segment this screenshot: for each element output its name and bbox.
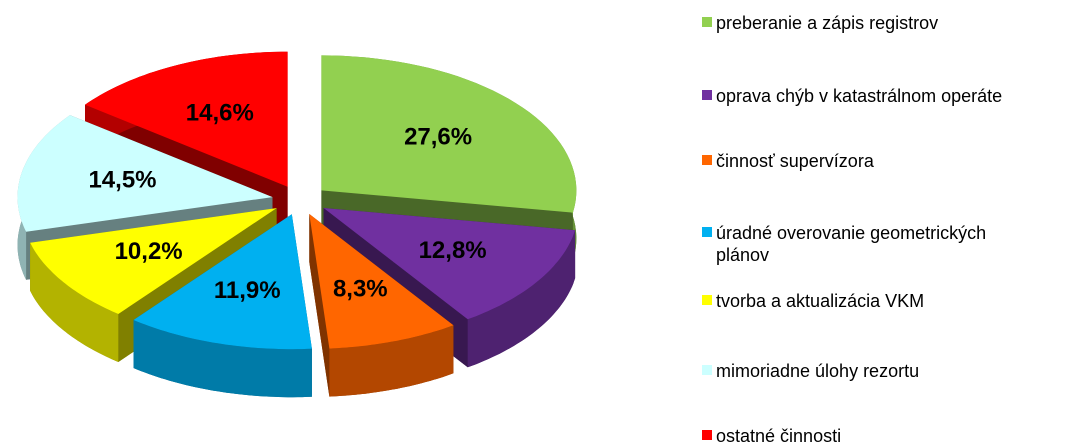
legend-label: mimoriadne úlohy rezortu xyxy=(716,361,920,381)
data-label: 14,5% xyxy=(88,167,156,194)
legend-item: tvorba a aktualizácia VKM xyxy=(702,290,1026,312)
slice-top xyxy=(133,214,312,350)
data-label: 8,3% xyxy=(333,276,388,303)
slice-side xyxy=(133,320,312,398)
legend-swatch xyxy=(702,17,712,27)
data-label: 11,9% xyxy=(214,277,281,304)
legend-item: mimoriadne úlohy rezortu xyxy=(702,360,1026,382)
data-label: 12,8% xyxy=(419,237,487,264)
slice-side xyxy=(329,325,454,397)
legend-label: činnosť supervízora xyxy=(716,151,874,171)
slice-top xyxy=(323,208,576,320)
legend-label: oprava chýb v katastrálnom operáte xyxy=(716,86,1003,106)
slice xyxy=(133,214,312,398)
legend-label: ostatné činnosti xyxy=(716,426,842,446)
legend-item: preberanie a zápis registrov xyxy=(702,12,1026,34)
legend-swatch xyxy=(702,227,712,237)
slice-top xyxy=(30,208,277,314)
legend-swatch xyxy=(702,155,712,165)
data-label: 27,6% xyxy=(404,123,472,150)
legend-swatch xyxy=(702,365,712,375)
legend-item: ostatné činnosti xyxy=(702,425,1026,447)
slice-side xyxy=(30,242,119,362)
slice-top xyxy=(309,214,454,349)
data-label: 10,2% xyxy=(115,238,183,265)
legend-label: preberanie a zápis registrov xyxy=(716,13,939,33)
slice xyxy=(309,214,454,397)
slice-top xyxy=(17,115,273,232)
legend-item: oprava chýb v katastrálnom operáte xyxy=(702,85,1026,107)
legend-swatch xyxy=(702,90,712,100)
slice xyxy=(323,208,576,368)
legend-swatch xyxy=(702,295,712,305)
legend-swatch xyxy=(702,430,712,440)
legend-item: činnosť supervízora xyxy=(702,150,1026,172)
legend-label: úradné overovanie geometrických plánov xyxy=(716,223,987,265)
slice-side xyxy=(309,214,330,397)
data-label: 14,6% xyxy=(186,99,254,126)
legend-item: úradné overovanie geometrických plánov xyxy=(702,222,1026,266)
slice-top xyxy=(321,55,577,213)
slice-top xyxy=(85,51,288,187)
chart: 27,6% 12,8% 8,3% 11,9% 10,2% 14,5% 14,6% xyxy=(17,51,577,398)
slice-side xyxy=(467,230,576,368)
legend-label: tvorba a aktualizácia VKM xyxy=(716,291,925,311)
